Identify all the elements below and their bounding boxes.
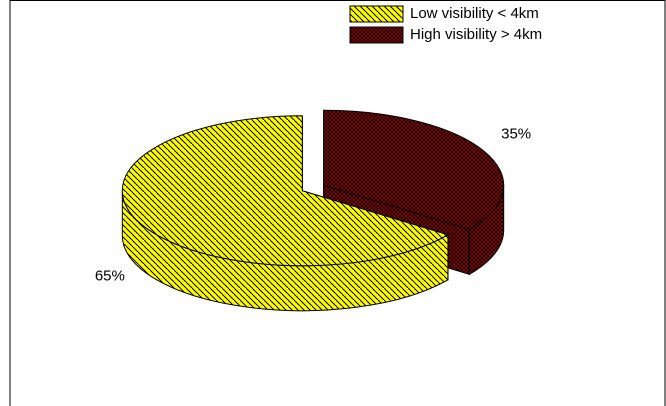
data-label: 35% bbox=[501, 125, 531, 142]
slice bbox=[121, 115, 450, 267]
legend-label: Low visibility < 4km bbox=[410, 5, 539, 22]
slice bbox=[323, 109, 505, 230]
legend-swatch bbox=[349, 5, 404, 23]
plot-frame bbox=[9, 0, 666, 406]
legend-label: High visibility > 4km bbox=[410, 26, 542, 43]
legend-swatch bbox=[349, 26, 404, 44]
data-label: 65% bbox=[95, 268, 125, 285]
